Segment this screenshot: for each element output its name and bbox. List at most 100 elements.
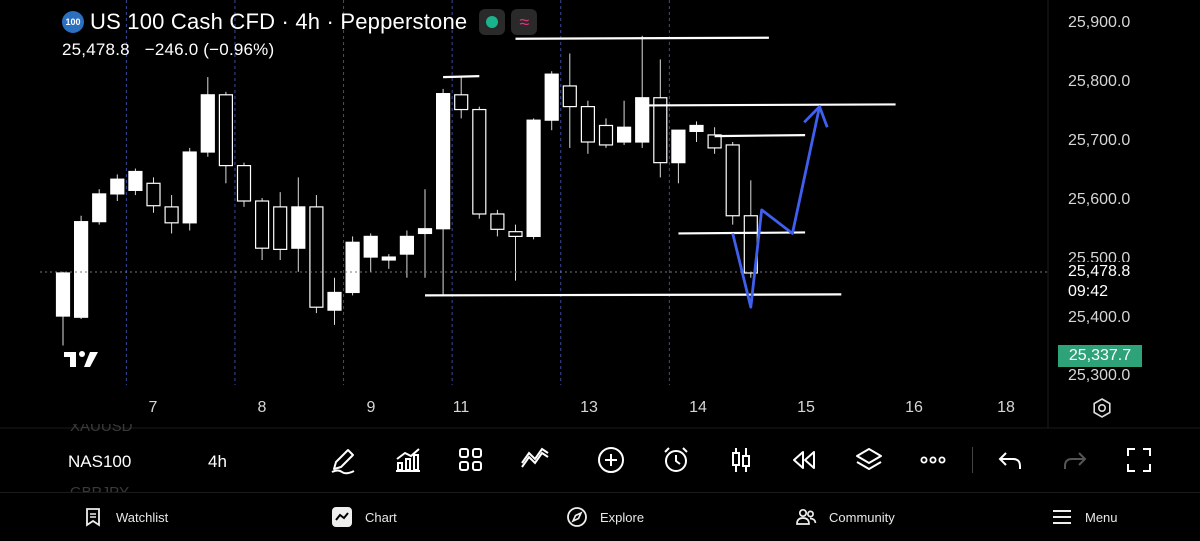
horizontal-level-line (678, 231, 806, 235)
price-axis-label: 25,300.0 (1068, 367, 1131, 384)
replay-icon[interactable] (789, 445, 819, 475)
toolbar-divider (972, 447, 973, 473)
layout-grid-icon[interactable] (456, 445, 486, 475)
candle-up (635, 97, 650, 143)
nav-menu-label: Menu (1085, 509, 1118, 525)
nav-community-label: Community (829, 509, 895, 525)
hamburger-menu-icon (1053, 510, 1071, 524)
time-axis-label: 13 (580, 399, 598, 416)
time-axis-label: 15 (797, 399, 815, 416)
chart-title[interactable]: US 100 Cash CFD · 4h · Pepperstone (90, 9, 468, 34)
nav-explore[interactable]: Explore (566, 493, 644, 541)
alarm-icon[interactable] (661, 445, 691, 475)
candle-up (291, 206, 306, 249)
nav-menu[interactable]: Menu (1051, 493, 1118, 541)
horizontal-level-line (642, 103, 896, 107)
market-open-indicator[interactable] (479, 9, 506, 35)
price-marker-tag[interactable]: 25,337.7 (1058, 345, 1142, 367)
status-indicators[interactable]: ≈ (479, 9, 538, 35)
candle-down (146, 182, 161, 207)
nav-chart-label: Chart (365, 509, 397, 525)
candle-up (363, 235, 378, 258)
fullscreen-icon[interactable] (1124, 445, 1154, 475)
candle-down (580, 105, 596, 143)
wave-icon: ≈ (519, 12, 530, 32)
undo-icon[interactable] (995, 445, 1025, 475)
tradingview-logo (64, 351, 98, 367)
pencil-icon[interactable] (328, 445, 358, 475)
candle-down (218, 94, 233, 167)
price-axis-label: 25,700.0 (1068, 132, 1131, 149)
horizontal-level-line (443, 75, 480, 79)
nav-watchlist[interactable]: Watchlist (82, 493, 168, 541)
nav-explore-label: Explore (600, 509, 645, 525)
horizontal-level-line (714, 134, 806, 138)
candle-up (381, 256, 396, 261)
candle-up (73, 221, 89, 318)
candle-up (544, 73, 559, 121)
green-dot-icon (486, 16, 499, 28)
candle-up (671, 129, 686, 164)
candle-up (327, 291, 342, 311)
time-axis-label: 9 (366, 399, 376, 416)
nav-community[interactable]: Community (795, 493, 895, 541)
time-axis-label: 18 (997, 399, 1015, 416)
chart-settings-icon[interactable] (1092, 398, 1112, 418)
community-icon (796, 508, 817, 525)
time-axis-label: 8 (257, 399, 267, 416)
nav-watchlist-label: Watchlist (116, 509, 169, 525)
candle-down (725, 144, 740, 217)
horizontal-level-line (515, 36, 769, 40)
price-axis-label: 25,600.0 (1068, 191, 1131, 208)
candle-down (490, 213, 505, 230)
price-axis-label: 25,500.0 (1068, 250, 1131, 262)
candle-up (616, 126, 632, 143)
watchlist-next-item[interactable]: GBPJPY 1D (70, 482, 129, 492)
candle-up (436, 93, 451, 230)
time-axis-label: 14 (689, 399, 707, 416)
candle-up (200, 94, 215, 153)
watchlist-timeframe[interactable]: 4h (208, 452, 227, 471)
candle-down (508, 231, 523, 237)
time-axis-label: 11 (452, 399, 470, 416)
candle-up (110, 178, 125, 195)
price-change: −246.0 (−0.96%) (144, 40, 275, 59)
candle-down (472, 108, 487, 215)
price-axis-label: 25,400.0 (1068, 309, 1131, 326)
last-price: 25,478.8 (62, 40, 130, 59)
redo-icon (1064, 452, 1087, 469)
candle-up (182, 151, 197, 224)
candle-up (345, 241, 360, 294)
watchlist-symbol[interactable]: NAS100 (68, 452, 132, 471)
price-axis-label: 25,800.0 (1068, 73, 1131, 90)
candle-down (255, 200, 270, 249)
layers-icon[interactable] (854, 445, 884, 475)
candle-down (454, 94, 469, 111)
patterns-icon[interactable] (520, 445, 550, 475)
watchlist-prev-item[interactable]: XAUUSD 1h (70, 424, 133, 435)
symbol-logo: 100 (62, 11, 84, 33)
symbol-header[interactable]: 100 US 100 Cash CFD · 4h · Pepperstone ≈… (62, 8, 538, 60)
projection-arrowhead (803, 105, 829, 128)
add-icon[interactable] (596, 445, 626, 475)
candle-down (164, 206, 179, 224)
current-price-label: 25,478.8 (1068, 263, 1131, 280)
indicators-icon[interactable] (393, 445, 423, 475)
more-icon[interactable] (918, 445, 948, 475)
candle-down (273, 206, 288, 250)
candle-up (417, 228, 433, 235)
projection-path (731, 106, 821, 309)
candle-up (689, 124, 704, 132)
candle-up (399, 235, 414, 255)
data-feed-indicator[interactable]: ≈ (511, 9, 538, 35)
candle-down (598, 124, 614, 146)
candles-icon[interactable] (726, 445, 756, 475)
nav-chart[interactable]: Chart (331, 493, 397, 541)
candle-up (526, 119, 541, 238)
chart-nav-icon (332, 507, 352, 527)
horizontal-level-line (424, 293, 842, 297)
candle-down (309, 206, 324, 308)
candle-down (562, 85, 577, 108)
candle-up (92, 193, 107, 223)
